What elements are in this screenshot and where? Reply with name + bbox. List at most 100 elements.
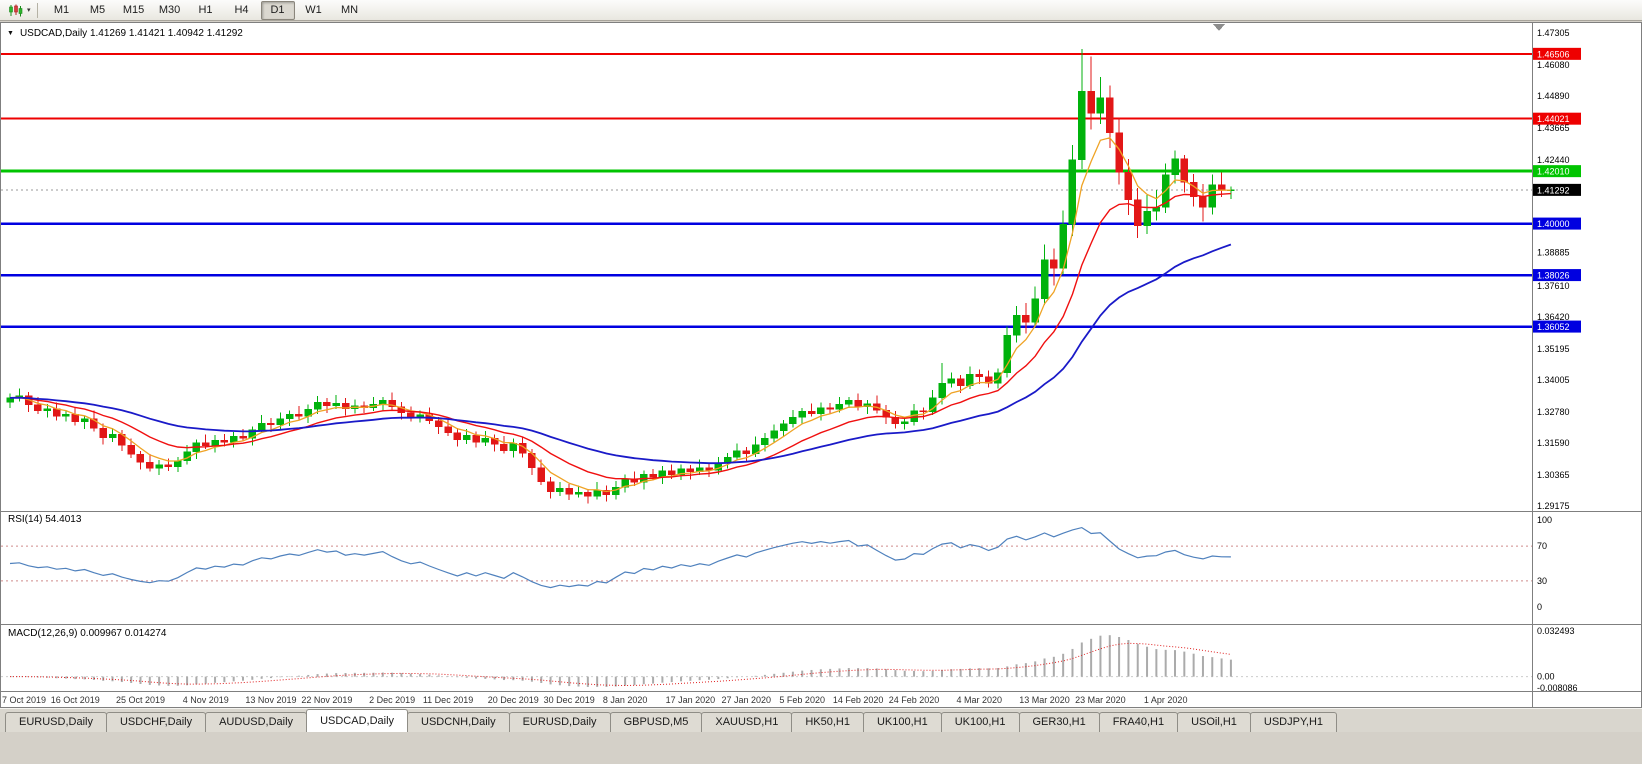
tab-USDJPY-H1[interactable]: USDJPY,H1 xyxy=(1249,712,1338,732)
tab-FRA40-H1[interactable]: FRA40,H1 xyxy=(1098,712,1179,732)
date-axis-label: 4 Nov 2019 xyxy=(183,695,229,705)
chart-window: ▼ USDCAD,Daily 1.41269 1.41421 1.40942 1… xyxy=(0,22,1642,708)
candle-body xyxy=(1171,158,1179,175)
macd-axis-label: 0.032493 xyxy=(1537,626,1575,636)
tab-EURUSD-Daily[interactable]: EURUSD,Daily xyxy=(508,712,611,732)
chart-type-dropdown-caret-icon[interactable]: ▾ xyxy=(27,7,31,14)
candle-body xyxy=(248,429,257,439)
candle-body xyxy=(956,378,965,387)
date-axis-label: 1 Apr 2020 xyxy=(1144,695,1188,705)
candle-body xyxy=(295,413,303,417)
candle-body xyxy=(444,426,452,434)
hline-price-badge-text: 1.40000 xyxy=(1537,219,1570,229)
candle-body xyxy=(574,492,583,495)
candle-body xyxy=(1012,315,1021,336)
candle-body xyxy=(267,422,275,426)
candle-body xyxy=(798,411,806,418)
candle-body xyxy=(1031,298,1039,323)
candle-body xyxy=(332,402,340,406)
candle-body xyxy=(146,462,154,469)
candle-body xyxy=(1050,259,1058,269)
timeframe-button-M5[interactable]: M5 xyxy=(89,3,106,16)
candle-body xyxy=(379,400,387,405)
current-price-badge xyxy=(1533,183,1581,196)
tab-GBPUSD-M5[interactable]: GBPUSD,M5 xyxy=(609,712,703,732)
tab-USDCNH-Daily[interactable]: USDCNH,Daily xyxy=(407,712,510,732)
candle-body xyxy=(835,403,844,410)
candle-body xyxy=(975,374,984,378)
candle-body xyxy=(99,428,107,438)
candle-body xyxy=(742,450,751,454)
candle-body xyxy=(565,488,573,495)
timeframe-button-M30[interactable]: M30 xyxy=(158,3,181,16)
candle-body xyxy=(276,418,285,426)
tab-UK100-H1[interactable]: UK100,H1 xyxy=(862,712,942,732)
candle-body xyxy=(388,400,396,407)
hline-price-badge xyxy=(1533,269,1581,282)
timeframe-button-M1[interactable]: M1 xyxy=(53,3,70,16)
tab-HK50-H1[interactable]: HK50,H1 xyxy=(791,712,864,732)
timeframe-button-H1[interactable]: H1 xyxy=(198,3,213,16)
tab-USDCHF-Daily[interactable]: USDCHF,Daily xyxy=(105,712,207,732)
timeframe-button-H4[interactable]: H4 xyxy=(234,3,249,16)
candle-body xyxy=(1068,159,1077,225)
candle-body xyxy=(1078,90,1086,160)
candle-body xyxy=(201,442,210,447)
price-axis-label: 1.34005 xyxy=(1537,375,1570,385)
candle-body xyxy=(481,437,490,443)
timeframe-button-D1[interactable]: D1 xyxy=(260,0,295,20)
candle-body xyxy=(323,402,331,406)
date-axis-label: 30 Dec 2019 xyxy=(544,695,595,705)
tab-AUDUSD-Daily[interactable]: AUDUSD,Daily xyxy=(205,712,308,732)
candle-body xyxy=(779,423,788,432)
candle-body xyxy=(556,488,564,493)
toolbar-separator xyxy=(36,2,38,18)
date-axis-label: 16 Oct 2019 xyxy=(51,695,100,705)
hline-price-badge-text: 1.38026 xyxy=(1537,271,1570,281)
candle-body xyxy=(1217,184,1226,190)
candle-body xyxy=(1124,172,1133,200)
timeframe-button-MN[interactable]: MN xyxy=(340,3,359,16)
price-chart-canvas[interactable]: 1.46506 1.44021 1.42010 1.40000 1.38026 1.360… xyxy=(0,22,1642,708)
candle-body xyxy=(62,413,70,417)
tab-UK100-H1[interactable]: UK100,H1 xyxy=(940,712,1020,732)
timeframe-button-W1[interactable]: W1 xyxy=(305,3,322,16)
chart-shift-marker-icon[interactable] xyxy=(1213,24,1225,31)
hline-price-badge-text: 1.36052 xyxy=(1537,322,1570,332)
candle-body xyxy=(677,468,685,475)
price-axis: 1.46506 1.44021 1.42010 1.40000 1.38026 1.360… xyxy=(1533,28,1581,511)
tab-XAUUSD-H1[interactable]: XAUUSD,H1 xyxy=(701,712,793,732)
chart-menu-caret-icon[interactable]: ▼ xyxy=(7,30,14,37)
candle-body xyxy=(854,400,862,407)
date-axis-label: 17 Jan 2020 xyxy=(666,695,716,705)
candle-body xyxy=(500,443,508,451)
candle-body xyxy=(313,402,322,410)
candle-body xyxy=(220,439,229,443)
rsi-indicator-label: RSI(14) 54.4013 xyxy=(8,514,82,525)
timeframe-button-M15[interactable]: M15 xyxy=(122,3,145,16)
candle-body xyxy=(397,406,406,413)
candle-body xyxy=(239,435,247,439)
panel-borders xyxy=(0,22,1642,708)
candlestick-chart-icon[interactable] xyxy=(5,0,26,20)
date-axis-label: 5 Feb 2020 xyxy=(779,695,825,705)
candle-body xyxy=(686,468,695,473)
macd-axis-label: -0.008086 xyxy=(1537,683,1578,693)
candle-body xyxy=(1115,132,1123,173)
date-axis-label: 2 Dec 2019 xyxy=(369,695,415,705)
candle-body xyxy=(257,422,266,430)
rsi-axis-label: 70 xyxy=(1537,541,1547,551)
tab-GER30-H1[interactable]: GER30,H1 xyxy=(1018,712,1100,732)
candle-body xyxy=(761,437,769,446)
hline-price-badge-text: 1.46506 xyxy=(1537,49,1570,59)
candle-body xyxy=(593,489,601,497)
hline-price-badge-text: 1.42010 xyxy=(1537,167,1570,177)
candle-body xyxy=(1180,158,1189,183)
tab-USDCAD-Daily[interactable]: USDCAD,Daily xyxy=(306,709,409,732)
date-axis-label: 4 Mar 2020 xyxy=(957,695,1003,705)
price-axis-label: 1.42440 xyxy=(1537,155,1570,165)
tab-USOil-H1[interactable]: USOil,H1 xyxy=(1177,712,1251,732)
tab-EURUSD-Daily[interactable]: EURUSD,Daily xyxy=(5,712,107,732)
candle-body xyxy=(705,467,713,471)
date-axis: 7 Oct 2019 16 Oct 2019 25 Oct 2019 4 Nov 20… xyxy=(2,695,1187,705)
